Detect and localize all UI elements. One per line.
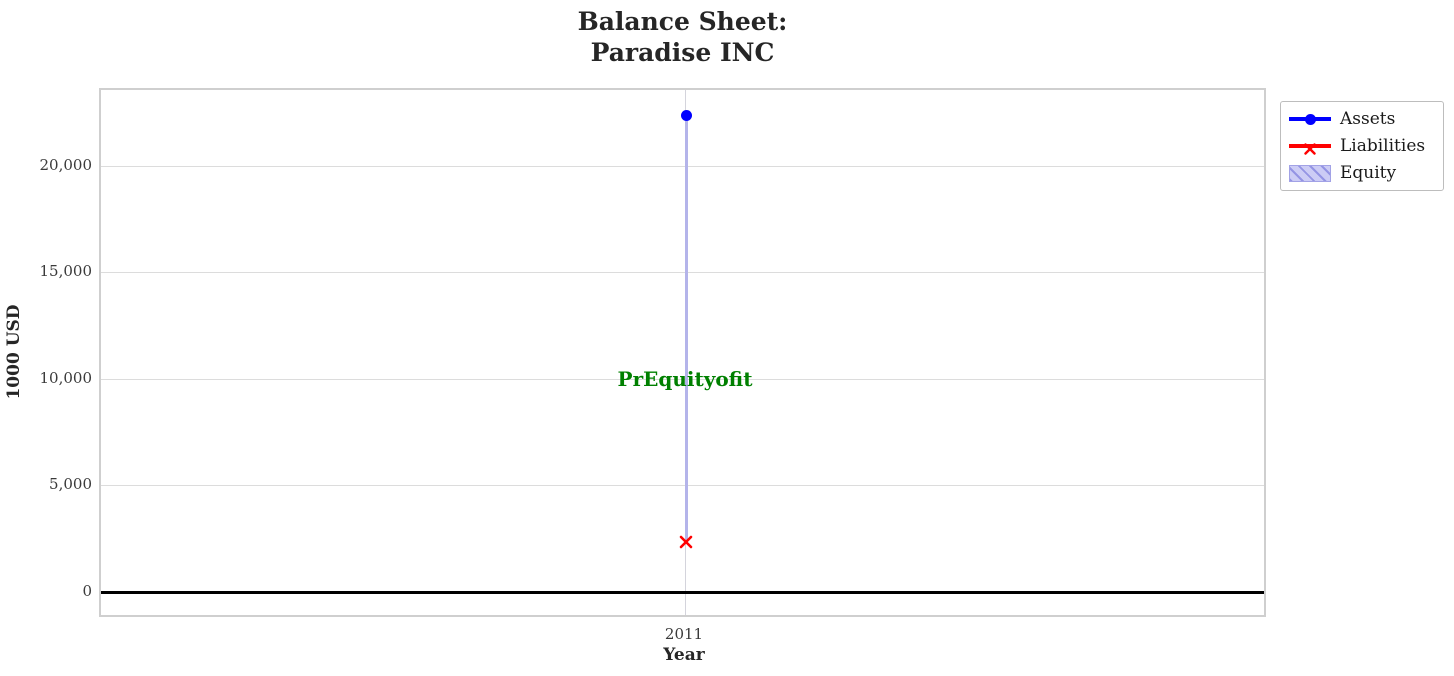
equity-profit-annotation: PrEquityofit [617,367,753,391]
legend-item-equity: Equity [1289,163,1433,183]
legend-item-assets: Assets [1289,109,1433,129]
equity-hatched-patch-icon [1289,164,1331,182]
equity-bar [685,115,688,541]
assets-line-circle-icon [1289,110,1331,128]
legend-item-liabilities: Liabilities [1289,136,1433,156]
legend: Assets Liabilities Equity [1280,101,1444,191]
y-tick-5000: 5,000 [49,475,92,493]
liabilities-line-x-icon [1289,137,1331,155]
liabilities-point-marker-icon [679,534,693,553]
chart-title-line2: Paradise INC [590,38,775,67]
chart-title: Balance Sheet: Paradise INC [99,6,1266,68]
x-tick-2011: 2011 [664,625,704,643]
x-axis-label: Year [663,645,705,665]
legend-label-liabilities: Liabilities [1340,136,1426,156]
plot-area: PrEquityofit [99,88,1266,617]
y-tick-20000: 20,000 [39,155,93,174]
gridline-15000 [101,272,1264,273]
y-tick-15000: 15,000 [39,262,93,280]
y-tick-10000: 10,000 [39,368,93,387]
zero-axis-line [101,591,1264,594]
legend-label-assets: Assets [1340,109,1396,129]
y-tick-0: 0 [82,581,92,600]
gridline-10000 [101,378,1264,380]
gridline-20000 [101,165,1264,167]
gridline-5000 [101,485,1264,486]
legend-label-equity: Equity [1340,163,1397,183]
assets-point-marker-icon [680,109,692,121]
chart-title-line1: Balance Sheet: [577,7,788,36]
